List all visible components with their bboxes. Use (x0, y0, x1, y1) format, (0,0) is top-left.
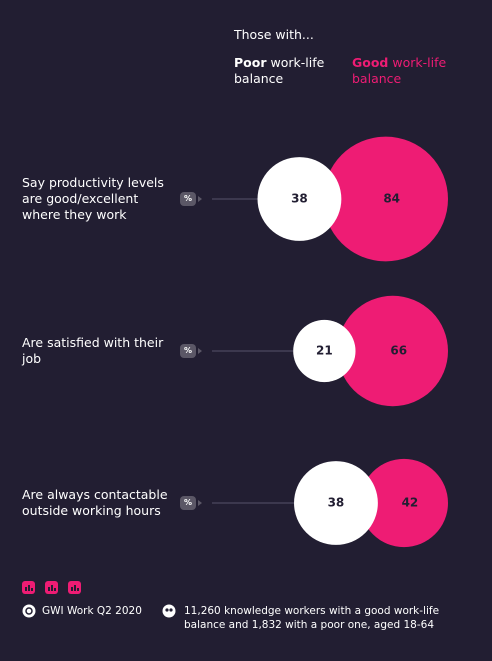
value-label: 38 (328, 496, 345, 510)
bubble (337, 295, 448, 407)
bubble (257, 157, 342, 241)
badge-arrow (198, 348, 202, 354)
header: Those with... (234, 27, 314, 42)
value-label: 42 (402, 496, 419, 510)
unit-badge: % (180, 496, 196, 510)
value-label: 84 (383, 192, 400, 206)
bubble (359, 458, 448, 548)
legend-entry: Good work-life balance (352, 55, 447, 86)
legend-entry: Poor work-life balance (234, 55, 325, 86)
note-icon (162, 604, 176, 618)
note: 11,260 knowledge workers with a good wor… (184, 605, 440, 631)
icons (22, 580, 92, 599)
bubble (293, 319, 356, 383)
unit-badge: % (180, 344, 196, 358)
category-label: Say productivity levels are good/excelle… (22, 175, 164, 222)
value-label: 66 (390, 344, 407, 358)
icon-row (22, 581, 81, 594)
badge-arrow (198, 500, 202, 506)
category-label: Are satisfied with their job (22, 335, 164, 366)
bubble (323, 136, 448, 262)
source: GWI Work Q2 2020 (42, 605, 142, 617)
badge-arrow (198, 196, 202, 202)
unit-badge: % (180, 192, 196, 206)
bubble (294, 461, 378, 545)
value-label: 38 (291, 192, 308, 206)
category-label: Are always contactable outside working h… (22, 487, 168, 518)
source-icon (22, 604, 36, 618)
value-label: 21 (316, 344, 333, 358)
